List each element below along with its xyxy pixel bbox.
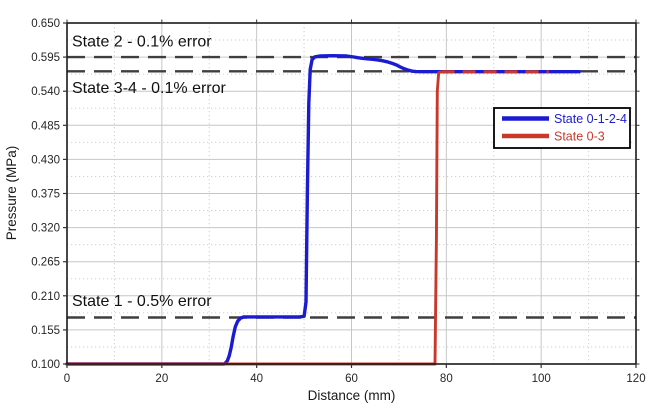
- y-tick-label-2: 0.210: [31, 291, 60, 303]
- y-axis-title: Pressure (MPa): [4, 146, 19, 241]
- annotations: State 2 - 0.1% error State 3-4 - 0.1% err…: [72, 34, 227, 311]
- axis-ticks: [63, 19, 640, 368]
- legend-box: [493, 107, 631, 149]
- legend-label-1: State 0-3: [554, 129, 605, 143]
- y-tick-label-7: 0.485: [31, 120, 60, 132]
- y-tick-label-0: 0.100: [31, 359, 60, 371]
- series-line-state-0-1-2-4: [65, 54, 581, 366]
- x-tick-label-3: 60: [345, 373, 358, 385]
- x-tick-label-1: 20: [155, 373, 168, 385]
- grid-major: [67, 23, 636, 364]
- x-tick-label-0: 0: [64, 373, 70, 385]
- x-axis-title: Distance (mm): [308, 388, 396, 403]
- y-tick-label-10: 0.650: [31, 18, 60, 30]
- annotation-0: State 2 - 0.1% error: [72, 34, 212, 51]
- legend-label-0: State 0-1-2-4: [554, 112, 627, 126]
- annotation-1: State 3-4 - 0.1% error: [72, 80, 227, 97]
- y-tick-label-4: 0.320: [31, 223, 60, 235]
- x-tick-label-2: 40: [250, 373, 263, 385]
- y-tick-label-6: 0.430: [31, 154, 60, 166]
- y-tick-label-1: 0.155: [31, 325, 60, 337]
- y-tick-label-8: 0.540: [31, 86, 60, 98]
- series-line-state-0-3: [67, 70, 443, 366]
- y-tick-label-9: 0.595: [31, 52, 60, 64]
- legend: State 0-1-2-4 State 0-3: [493, 107, 631, 149]
- x-tick-label-6: 120: [626, 373, 645, 385]
- annotation-2: State 1 - 0.5% error: [72, 293, 212, 310]
- x-tick-label-4: 80: [440, 373, 453, 385]
- axis-tick-labels: 0 20 40 60 80 100 120 0.100 0.155 0.210 0.265 0.320…: [31, 18, 645, 385]
- y-tick-label-3: 0.265: [31, 257, 60, 269]
- y-tick-label-5: 0.375: [31, 189, 60, 201]
- x-tick-label-5: 100: [532, 373, 551, 385]
